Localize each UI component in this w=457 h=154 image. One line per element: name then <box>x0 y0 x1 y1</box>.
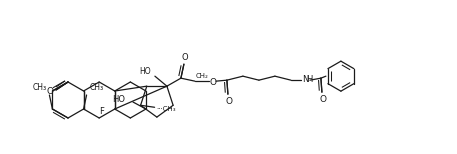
Text: O: O <box>209 78 217 87</box>
Text: O: O <box>181 53 188 62</box>
Text: H: H <box>306 75 312 84</box>
Text: CH₃: CH₃ <box>90 83 104 93</box>
Text: O: O <box>47 87 53 97</box>
Text: CH₂: CH₂ <box>196 73 209 79</box>
Text: CH₃: CH₃ <box>32 83 47 93</box>
Text: HO: HO <box>112 95 125 105</box>
Text: O: O <box>225 97 233 106</box>
Text: N: N <box>302 75 308 84</box>
Text: F: F <box>99 107 104 116</box>
Text: O: O <box>319 95 326 104</box>
Text: ···CH₃: ···CH₃ <box>157 106 176 112</box>
Text: HO: HO <box>139 67 151 76</box>
